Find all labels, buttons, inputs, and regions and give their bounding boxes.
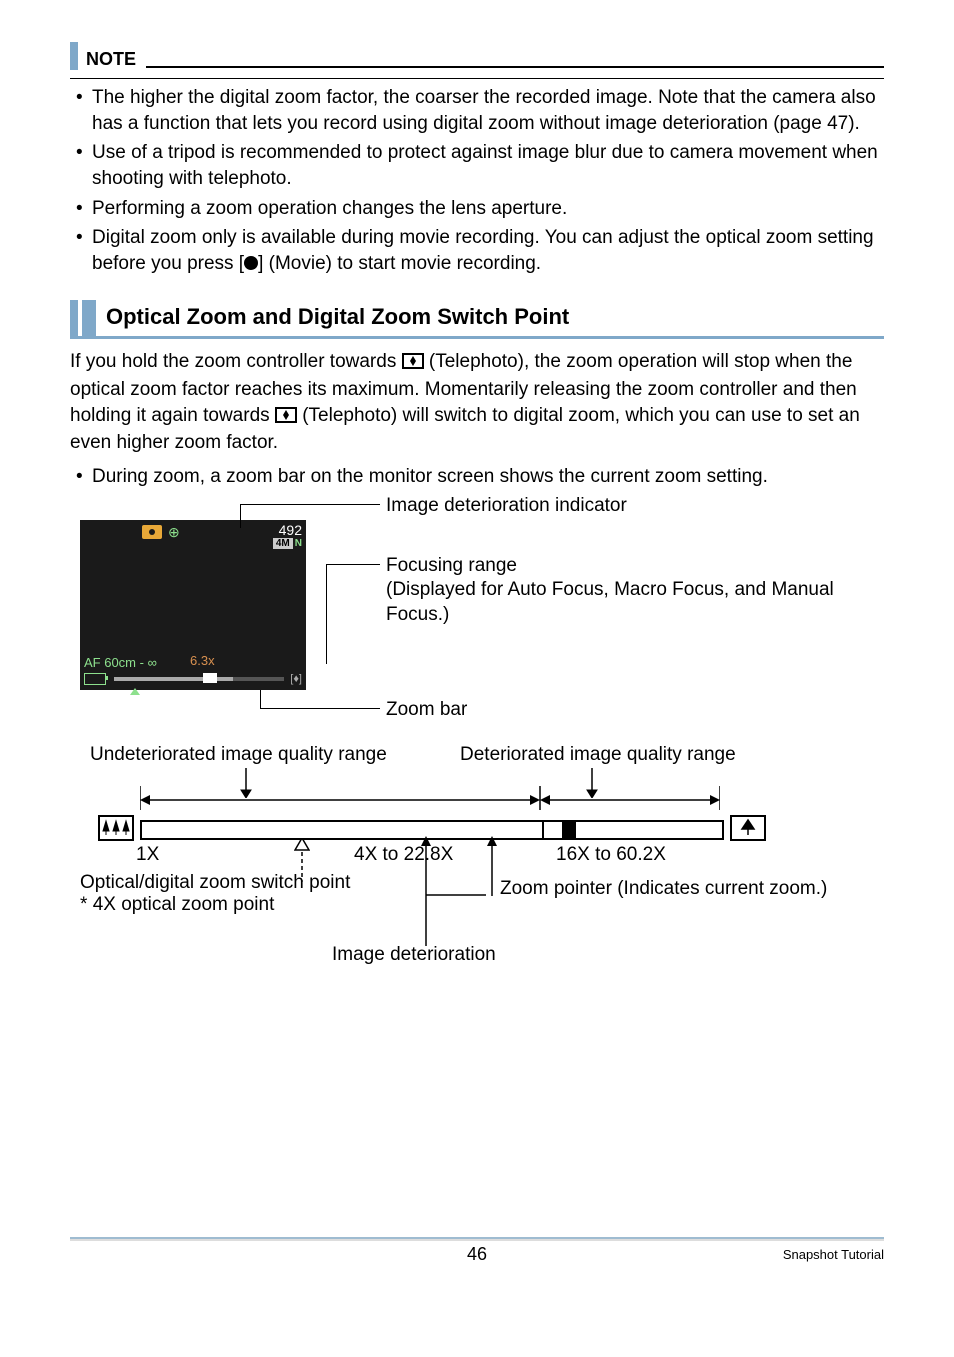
note-header-rule [146, 40, 884, 68]
screen-mock: ⊕ 492 4M N AF 60cm - ∞ 6.3x [♦] [80, 520, 306, 690]
lead-line [326, 564, 380, 565]
arrow-line [420, 836, 432, 946]
screen-size-badge: 4M [273, 538, 293, 549]
label-focusing-range: Focusing range (Displayed for Auto Focus… [386, 554, 846, 628]
heading-bar-2 [82, 300, 96, 336]
diagram-screen: ⊕ 492 4M N AF 60cm - ∞ 6.3x [♦] Image de… [80, 504, 884, 724]
note-item: The higher the digital zoom factor, the … [70, 85, 884, 136]
screen-zoom: 6.3x [190, 653, 215, 668]
note-title: NOTE [86, 49, 146, 70]
label-right-range: 16X to 60.2X [556, 844, 666, 866]
note-item: Use of a tripod is recommended to protec… [70, 140, 884, 191]
section-title: Optical Zoom and Digital Zoom Switch Poi… [106, 300, 569, 336]
label-switch-line1: Optical/digital zoom switch point [80, 872, 350, 893]
telephoto-icon [275, 405, 297, 431]
label-deterioration-indicator: Image deterioration indicator [386, 494, 627, 519]
label-undeteriorated: Undeteriorated image quality range [90, 744, 387, 766]
screen-tele-end-icon: [♦] [290, 673, 302, 685]
page-number: 46 [70, 1244, 884, 1265]
lead-line [240, 504, 241, 528]
lead-line [260, 690, 261, 708]
record-icon [244, 256, 258, 270]
screen-count: 492 [279, 522, 302, 538]
magnify-icon: ⊕ [168, 524, 180, 541]
label-zoom-bar: Zoom bar [386, 698, 467, 723]
screen-af: AF 60cm - ∞ [84, 655, 157, 670]
label-mid-range: 4X to 22.8X [354, 844, 453, 866]
note-item: Digital zoom only is available during mo… [70, 225, 884, 276]
footer-rule [70, 1237, 884, 1241]
diagram-zoom-range: Undeteriorated image quality range Deter… [80, 744, 884, 1004]
screen-triangle-indicator [130, 688, 140, 695]
screen-size-n: N [295, 538, 302, 549]
label-zoom-pointer: Zoom pointer (Indicates current zoom.) [500, 878, 827, 900]
label-focusing-line1: Focusing range [386, 555, 517, 576]
battery-icon [84, 673, 106, 685]
zoom-bar-divider [542, 820, 544, 840]
screen-zoom-bar [114, 677, 284, 681]
section-bullet: During zoom, a zoom bar on the monitor s… [70, 464, 884, 490]
note-item: Performing a zoom operation changes the … [70, 196, 884, 222]
section-heading: Optical Zoom and Digital Zoom Switch Poi… [70, 300, 884, 339]
note-underline [70, 78, 884, 79]
heading-bar-1 [70, 300, 78, 336]
screen-size: 4M N [273, 538, 302, 549]
label-deteriorated: Deteriorated image quality range [460, 744, 736, 766]
arrow-line [486, 836, 498, 896]
camera-icon [142, 525, 162, 539]
range-arrows [140, 786, 720, 810]
label-switch-line2: 4X optical zoom point [93, 894, 275, 915]
note-list: The higher the digital zoom factor, the … [70, 85, 884, 276]
lead-line [326, 564, 327, 664]
lead-line [426, 894, 486, 896]
zoom-bar-track [140, 820, 724, 840]
note-header-bar [70, 42, 78, 70]
screen-zoom-knob [203, 673, 217, 683]
page-footer: 46 Snapshot Tutorial [70, 1237, 884, 1262]
label-switch-point: Optical/digital zoom switch point * 4X o… [80, 872, 350, 916]
note-header: NOTE [70, 40, 884, 70]
lead-line [240, 504, 380, 505]
wide-icon [98, 815, 134, 841]
label-switch-star: * [80, 894, 87, 915]
label-focusing-line2: (Displayed for Auto Focus, Macro Focus, … [386, 579, 834, 625]
telephoto-icon [402, 351, 424, 377]
label-image-deterioration: Image deterioration [332, 944, 496, 966]
zoom-bar-knob [562, 820, 576, 840]
tele-icon [730, 815, 766, 841]
lead-line [260, 708, 380, 709]
section-body: If you hold the zoom controller towards … [70, 349, 884, 456]
label-1x: 1X [136, 844, 159, 866]
